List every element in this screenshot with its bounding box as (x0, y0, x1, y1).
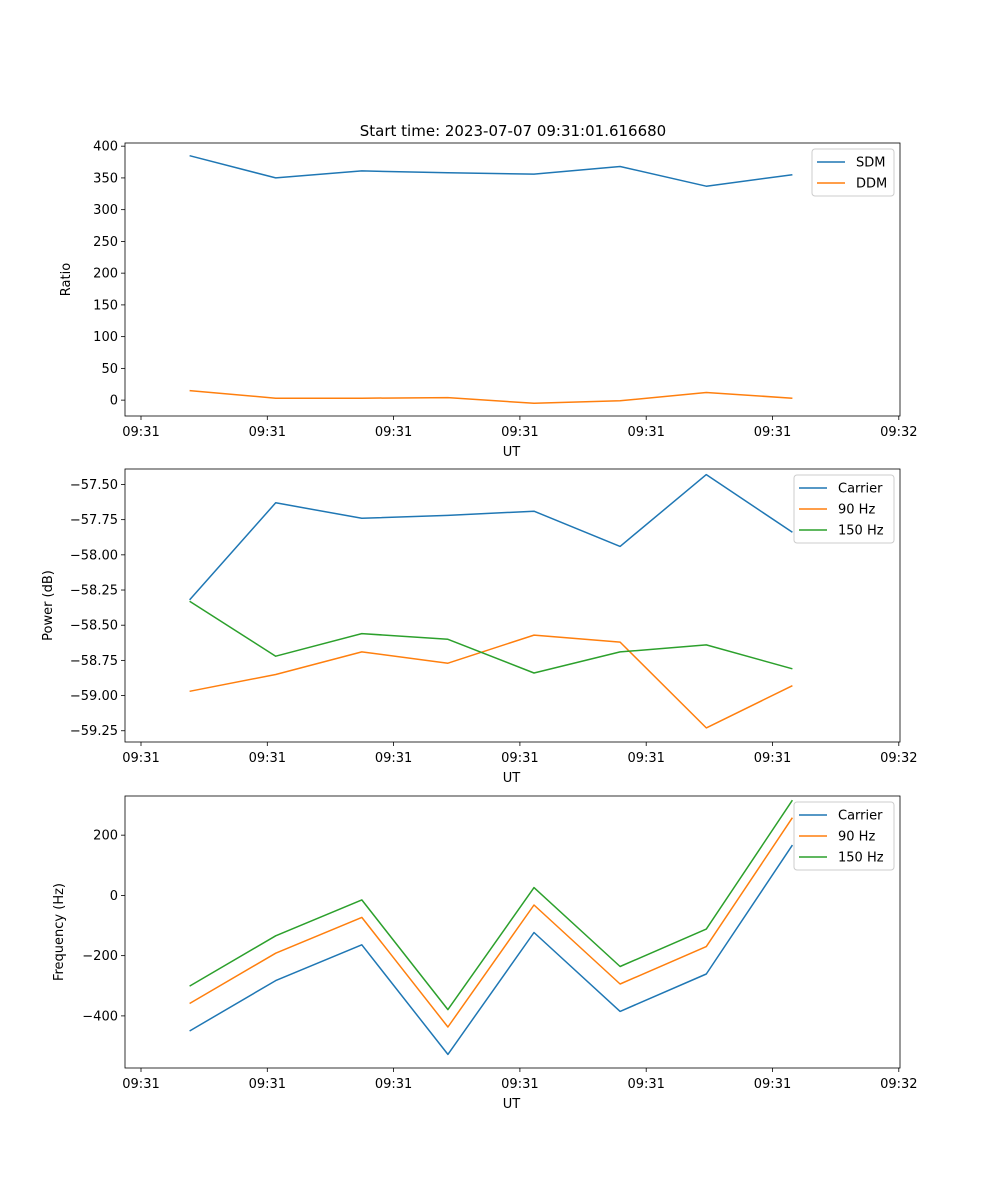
legend-box (811, 148, 895, 197)
series-line-150-hz (189, 600, 793, 674)
y-tick-label: 200 (93, 267, 118, 282)
legend-box (793, 474, 895, 544)
x-axis-label: UT (503, 771, 521, 786)
legend-label: Carrier (838, 809, 883, 824)
x-tick-label: 09:31 (627, 751, 664, 766)
y-axis-label: Frequency (Hz) (52, 883, 67, 981)
series-line-sdm (189, 154, 793, 187)
legend: Carrier 90 Hz 150 Hz (793, 801, 895, 871)
axes-frame (124, 142, 901, 417)
y-tick-label: 200 (93, 829, 118, 844)
x-tick-label: 09:32 (880, 1077, 917, 1092)
legend-label: Carrier (838, 482, 883, 497)
x-tick-label: 09:31 (375, 425, 412, 440)
x-tick-label: 09:31 (627, 1077, 664, 1092)
y-tick-label: −400 (82, 1009, 118, 1024)
x-tick-label: 09:32 (880, 425, 917, 440)
y-tick-label: 0 (110, 394, 118, 409)
series-line-ddm (189, 389, 793, 405)
y-tick-label: 0 (110, 889, 118, 904)
x-tick-label: 09:31 (122, 425, 159, 440)
y-tick-label: −58.50 (70, 619, 118, 634)
legend-label: 90 Hz (838, 830, 875, 845)
y-tick-label: −57.75 (70, 513, 118, 528)
x-tick-label: 09:31 (249, 425, 286, 440)
axes-frame (124, 795, 901, 1069)
axes-panel-3: 09:31 09:31 09:31 09:31 09:31 09:31 09:32 UT −40… (52, 795, 918, 1112)
y-axis-label: Power (dB) (41, 570, 56, 641)
x-tick-label: 09:31 (754, 751, 791, 766)
x-tick-label: 09:31 (501, 751, 538, 766)
x-tick-label: 09:31 (754, 1077, 791, 1092)
series-line-carrier (189, 473, 793, 601)
x-tick-label: 09:31 (501, 425, 538, 440)
legend: Carrier 90 Hz 150 Hz (793, 474, 895, 544)
y-tick-label: 50 (101, 362, 118, 377)
y-tick-label: −59.25 (70, 724, 118, 739)
legend-label: 150 Hz (838, 524, 884, 539)
x-tick-label: 09:31 (627, 425, 664, 440)
x-tick-label: 09:31 (249, 751, 286, 766)
legend-label: SDM (856, 156, 885, 171)
x-tick-label: 09:31 (754, 425, 791, 440)
legend: SDM DDM (811, 148, 895, 197)
y-tick-label: 150 (93, 298, 118, 313)
x-tick-label: 09:32 (880, 751, 917, 766)
axes-panel-2: 09:31 09:31 09:31 09:31 09:31 09:31 09:32 UT −59… (41, 468, 918, 786)
y-tick-label: 250 (93, 235, 118, 250)
series-line-90-hz (189, 817, 794, 1028)
legend-label: 150 Hz (838, 851, 884, 866)
y-tick-label: −58.75 (70, 654, 118, 669)
y-tick-label: −57.50 (70, 478, 118, 493)
y-tick-label: −58.25 (70, 584, 118, 599)
y-tick-label: −200 (82, 949, 118, 964)
series-line-150-hz (189, 799, 794, 1011)
x-axis-label: UT (503, 445, 521, 460)
axes-panel-1: 09:31 09:31 09:31 09:31 09:31 09:31 09:32 UT 0 50… (59, 140, 918, 460)
legend-box (793, 801, 895, 871)
y-tick-label: 100 (93, 330, 118, 345)
y-tick-label: 400 (93, 140, 118, 155)
x-axis-label: UT (503, 1097, 521, 1112)
y-tick-label: −59.00 (70, 689, 118, 704)
x-tick-label: 09:31 (375, 1077, 412, 1092)
y-tick-label: 350 (93, 171, 118, 186)
y-tick-label: −58.00 (70, 548, 118, 563)
x-tick-label: 09:31 (122, 1077, 159, 1092)
legend-label: 90 Hz (838, 503, 875, 518)
x-tick-label: 09:31 (501, 1077, 538, 1092)
y-tick-label: 300 (93, 203, 118, 218)
x-tick-label: 09:31 (375, 751, 412, 766)
axes-frame (124, 468, 901, 743)
x-tick-label: 09:31 (249, 1077, 286, 1092)
figure-title: Start time: 2023-07-07 09:31:01.616680 (360, 122, 666, 140)
y-axis-label: Ratio (59, 263, 74, 296)
series-line-90-hz (189, 634, 793, 729)
series-line-carrier (189, 844, 794, 1056)
x-tick-label: 09:31 (122, 751, 159, 766)
legend-label: DDM (856, 177, 887, 192)
